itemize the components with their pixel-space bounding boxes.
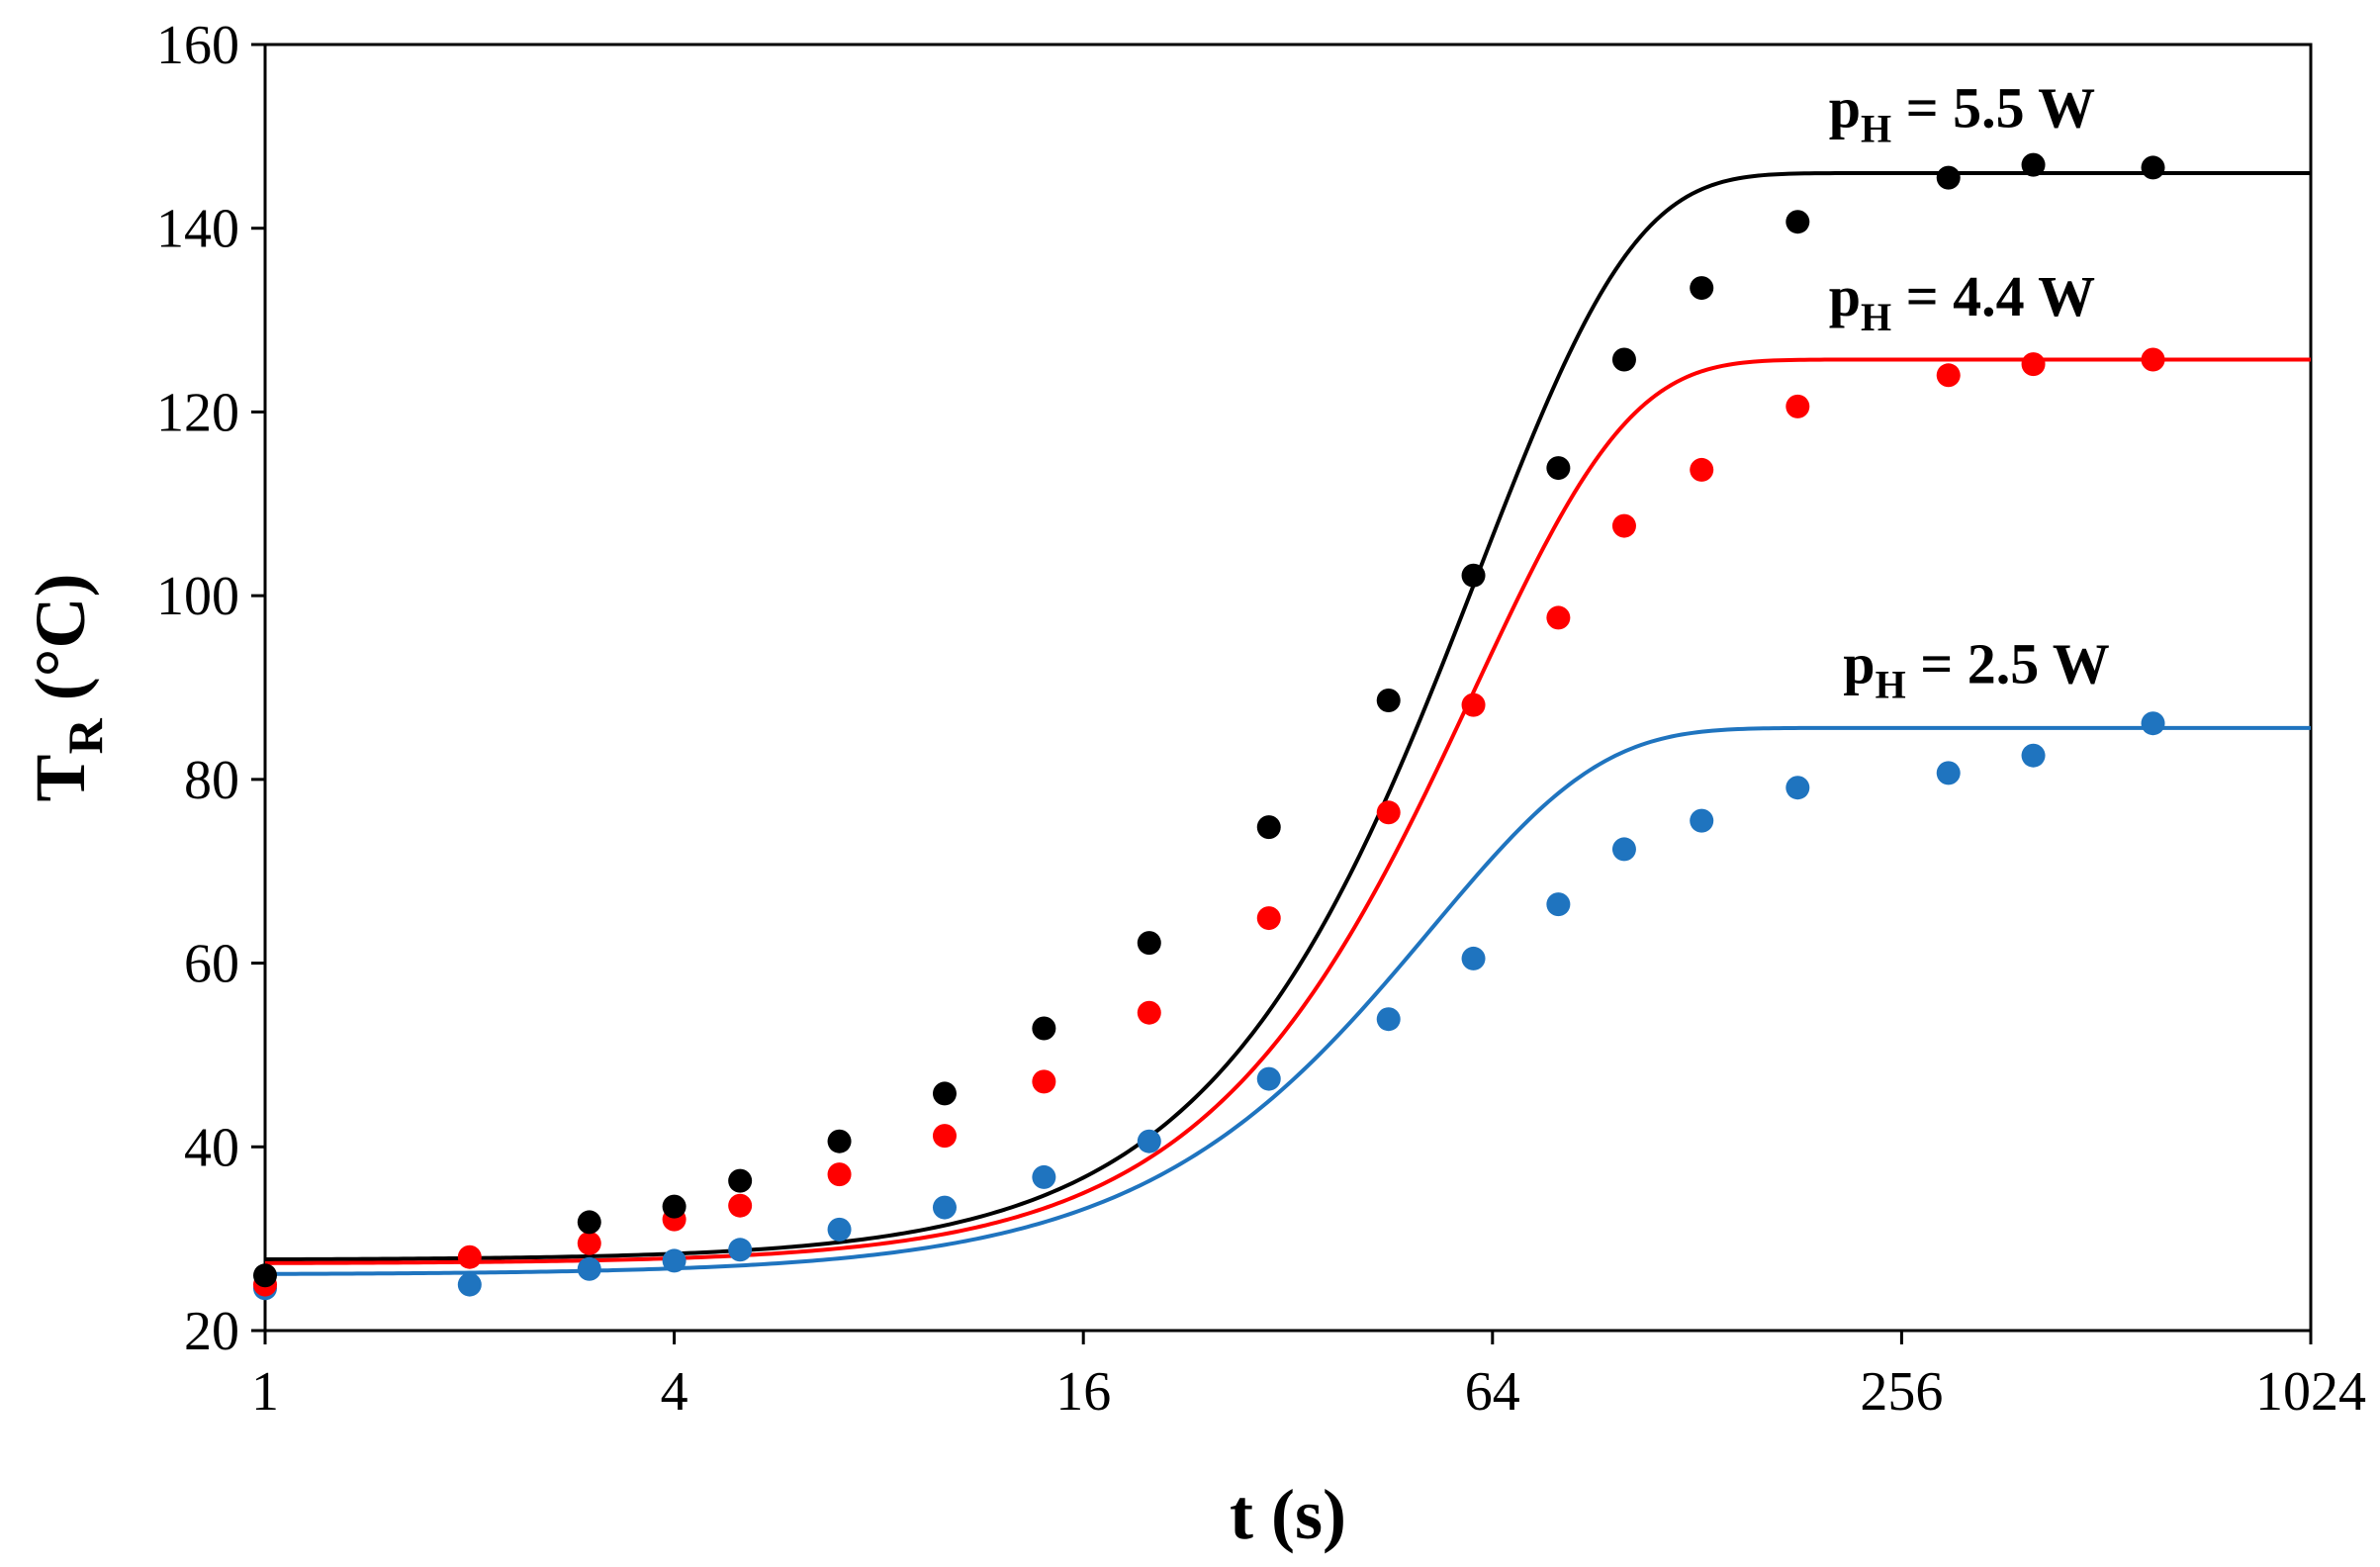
y-axis-title-main: T	[21, 754, 100, 801]
plot-area	[263, 43, 2313, 1333]
data-point	[1546, 892, 1571, 917]
data-point	[1936, 761, 1961, 785]
data-point	[1785, 776, 1810, 800]
y-axis-title-sub: R	[57, 717, 113, 754]
series-label-sub: H	[1861, 107, 1891, 151]
y-axis: 20 40 60 80 100 120 140 160	[156, 15, 265, 1362]
data-point	[728, 1168, 753, 1193]
series-label: pH = 2.5 W	[1843, 631, 2109, 706]
data-point	[2021, 152, 2046, 177]
data-point	[1376, 1007, 1401, 1032]
data-point	[1936, 165, 1961, 190]
x-tick-label: 256	[1860, 1361, 1943, 1423]
data-point	[1461, 692, 1486, 717]
data-point	[457, 1272, 482, 1297]
data-point	[2021, 352, 2046, 377]
data-point	[253, 1263, 277, 1288]
data-point	[662, 1248, 687, 1273]
data-point	[2141, 347, 2165, 372]
data-point	[2021, 743, 2046, 768]
data-point	[1461, 563, 1486, 588]
data-point	[1256, 815, 1281, 840]
data-point	[1690, 457, 1714, 482]
data-point	[827, 1129, 852, 1153]
series-label-sub: H	[1876, 662, 1906, 706]
data-point	[662, 1194, 687, 1219]
data-point	[1785, 394, 1810, 418]
data-point	[577, 1210, 601, 1235]
series-label-rest: = 2.5 W	[1906, 631, 2110, 695]
data-point	[2141, 155, 2165, 180]
data-point	[1256, 1066, 1281, 1091]
data-point	[1611, 513, 1636, 538]
data-point	[728, 1238, 753, 1262]
x-tick-label: 64	[1465, 1361, 1520, 1423]
y-tick-label: 20	[184, 1301, 239, 1362]
x-axis: 1 4 16 64 256 1024	[251, 1331, 2366, 1423]
y-tick-label: 160	[156, 15, 239, 76]
series-label-main: p	[1829, 264, 1861, 328]
data-point	[1137, 931, 1161, 956]
data-point	[1461, 946, 1486, 970]
data-point	[1611, 347, 1636, 372]
data-point	[827, 1217, 852, 1242]
series-label-rest: = 5.5 W	[1891, 76, 2095, 140]
data-point	[1690, 808, 1714, 833]
data-point	[1137, 1000, 1161, 1025]
data-point	[1785, 210, 1810, 234]
data-point	[577, 1256, 601, 1281]
data-point	[1032, 1016, 1056, 1041]
y-tick-label: 60	[184, 934, 239, 995]
fit-line	[264, 357, 2311, 1265]
x-tick-label: 4	[661, 1361, 688, 1423]
data-point	[457, 1244, 482, 1269]
data-point	[2141, 711, 2165, 736]
fit-line	[264, 171, 2311, 1262]
data-markers	[253, 152, 2165, 1301]
data-point	[1376, 800, 1401, 825]
fit-lines	[264, 171, 2311, 1276]
x-axis-title: t (s)	[1230, 1475, 1346, 1554]
series-label-main: p	[1843, 631, 1875, 695]
y-tick-label: 80	[184, 750, 239, 811]
data-point	[827, 1162, 852, 1187]
y-axis-title-rest: (°C)	[21, 574, 100, 719]
data-point	[1137, 1129, 1161, 1153]
data-point	[1546, 605, 1571, 630]
data-point	[1611, 837, 1636, 862]
data-point	[932, 1195, 957, 1220]
data-point	[932, 1081, 957, 1106]
y-tick-label: 100	[156, 566, 239, 627]
data-point	[932, 1124, 957, 1149]
series-label: pH = 4.4 W	[1829, 264, 2095, 339]
x-tick-label: 1	[251, 1361, 279, 1423]
data-point	[577, 1231, 601, 1255]
x-tick-label: 1024	[2255, 1361, 2366, 1423]
data-point	[1032, 1164, 1056, 1189]
y-tick-label: 140	[156, 199, 239, 260]
data-point	[1936, 363, 1961, 388]
series-label-sub: H	[1861, 295, 1891, 339]
y-tick-label: 40	[184, 1117, 239, 1178]
data-point	[1256, 906, 1281, 931]
data-point	[1376, 689, 1401, 712]
series-label-main: p	[1829, 76, 1861, 140]
series-labels: pH = 5.5 WpH = 4.4 WpH = 2.5 W	[1829, 76, 2110, 707]
series-label: pH = 5.5 W	[1829, 76, 2095, 151]
y-tick-label: 120	[156, 382, 239, 443]
x-tick-label: 16	[1055, 1361, 1111, 1423]
series-label-rest: = 4.4 W	[1891, 264, 2095, 328]
y-axis-title: TR (°C)	[21, 574, 113, 802]
data-point	[1546, 456, 1571, 481]
fit-line	[264, 725, 2311, 1276]
data-point	[1032, 1069, 1056, 1094]
plot-frame	[263, 43, 2313, 1333]
data-point	[728, 1193, 753, 1218]
data-point	[1690, 276, 1714, 301]
